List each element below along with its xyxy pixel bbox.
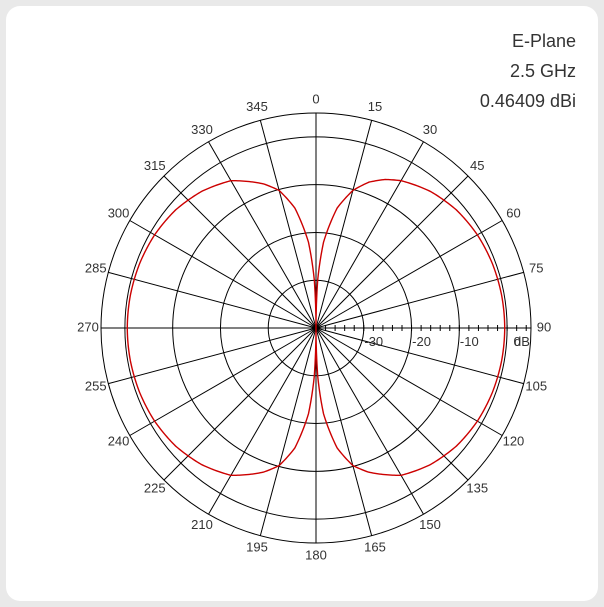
spoke-line: [208, 327, 317, 515]
spoke-line: [129, 327, 317, 436]
radial-tick-labels: -30 -20 -10 0dB: [364, 334, 530, 349]
spoke-line: [163, 327, 317, 481]
angle-tick-label: 255: [85, 378, 107, 393]
angle-tick-label: 15: [368, 99, 382, 114]
angle-tick-label: 240: [108, 433, 130, 448]
angle-tick-label: 285: [85, 260, 107, 275]
gain-label: 0.46409 dBi: [479, 91, 576, 111]
spoke-line: [315, 327, 373, 536]
spoke-line: [163, 175, 317, 329]
spoke-line: [315, 120, 373, 329]
spoke-line: [259, 120, 317, 329]
info-panel: E-Plane 2.5 GHz 0.46409 dBi: [480, 26, 576, 116]
angle-tick-label: 75: [529, 260, 543, 275]
angle-tick-label: 270: [77, 319, 99, 334]
spoke-line: [315, 220, 503, 329]
spoke-line: [315, 175, 469, 329]
angle-tick-label: 315: [144, 158, 166, 173]
frequency-label: 2.5 GHz: [509, 61, 576, 81]
angle-tick-label: 210: [191, 517, 213, 532]
angle-tick-label: 330: [191, 122, 213, 137]
spoke-line: [315, 271, 524, 329]
angle-tick-label: 180: [305, 547, 327, 562]
angle-tick-labels: 0 15 30 45 60 75 90 105 120 135 150 165 180 195 210 225…: [77, 91, 551, 562]
radial-tick-label: -30: [364, 334, 383, 349]
angle-tick-label: 300: [108, 205, 130, 220]
angle-tick-label: 195: [246, 540, 268, 555]
series-layer: [126, 178, 506, 477]
angle-tick-label: 165: [364, 540, 386, 555]
radial-unit-label: dB: [514, 334, 530, 349]
angle-tick-label: 150: [419, 517, 441, 532]
plane-label: E-Plane: [511, 31, 576, 51]
spoke-line: [129, 220, 317, 329]
radial-tick-label: -10: [460, 334, 479, 349]
spoke-line: [315, 327, 524, 385]
spoke-line: [259, 327, 317, 536]
radial-tick-label: 0: [513, 334, 520, 349]
spoke-line: [108, 271, 317, 329]
spoke-line: [315, 141, 424, 329]
angle-tick-label: 120: [503, 433, 525, 448]
spoke-line: [108, 327, 317, 385]
polar-grid: [100, 112, 532, 544]
angle-tick-label: 135: [466, 481, 488, 496]
spoke-line: [315, 327, 469, 481]
spoke-line: [315, 327, 503, 436]
angle-tick-label: 0: [312, 91, 319, 106]
angle-tick-label: 45: [470, 158, 484, 173]
spoke-line: [208, 141, 317, 329]
angle-tick-label: 345: [246, 99, 268, 114]
angle-tick-label: 225: [144, 481, 166, 496]
spoke-line: [315, 327, 424, 515]
radial-tick-label: -20: [412, 334, 431, 349]
radiation-pattern-line: [126, 178, 506, 477]
angle-tick-label: 90: [537, 319, 551, 334]
angle-tick-label: 60: [506, 205, 520, 220]
angle-tick-label: 30: [423, 122, 437, 137]
angle-tick-label: 105: [525, 378, 547, 393]
